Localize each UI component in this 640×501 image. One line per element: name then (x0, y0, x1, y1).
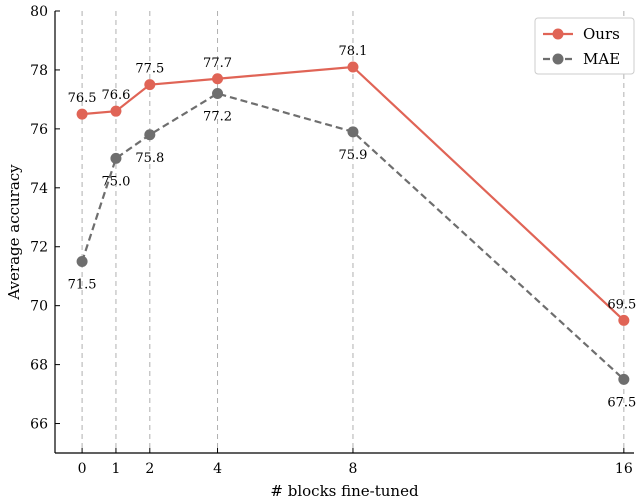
data-label-ours-2: 77.5 (135, 62, 164, 77)
x-axis-title: # blocks fine-tuned (270, 482, 419, 500)
point-ours-2 (144, 79, 156, 91)
data-label-mae-16: 67.5 (607, 395, 636, 410)
legend: Ours MAE (534, 17, 635, 75)
axes (54, 11, 634, 454)
point-ours-1 (110, 105, 122, 117)
data-label-ours-4: 77.7 (203, 56, 232, 71)
data-labels: 76.5 76.6 77.5 77.7 78.1 69.5 71.5 75.0 75.8 77.2… (68, 44, 637, 410)
y-tick-label-80: 80 (30, 4, 48, 20)
series (76, 61, 630, 385)
data-label-mae-4: 77.2 (203, 110, 232, 125)
y-tick-label-66: 66 (30, 417, 48, 433)
y-tick-label-68: 68 (30, 358, 48, 374)
point-mae-2 (144, 129, 156, 141)
data-label-ours-8: 78.1 (338, 44, 367, 59)
y-tick-label-72: 72 (30, 240, 48, 256)
y-tick-label-74: 74 (30, 181, 48, 197)
point-ours-8 (347, 61, 359, 73)
data-label-mae-0: 71.5 (68, 277, 97, 292)
legend-label-ours: Ours (583, 25, 620, 43)
x-tick-label-8: 8 (349, 461, 358, 477)
x-tick-label-0: 0 (78, 461, 87, 477)
series-line-mae (81, 92, 625, 381)
ticks: 66 68 70 72 74 76 78 80 0 1 2 4 8 16 (30, 4, 633, 477)
data-label-ours-0: 76.5 (68, 91, 97, 106)
point-ours-16 (618, 314, 630, 326)
point-mae-1 (110, 152, 122, 164)
legend-marker-mae (552, 53, 564, 65)
y-tick-label-76: 76 (30, 122, 48, 138)
point-mae-8 (347, 126, 359, 138)
y-tick-label-70: 70 (30, 299, 48, 315)
data-label-ours-16: 69.5 (607, 297, 636, 312)
point-ours-0 (76, 108, 88, 120)
point-mae-4 (212, 88, 224, 100)
data-label-mae-8: 75.9 (338, 148, 367, 163)
y-tick-label-78: 78 (30, 63, 48, 79)
legend-label-mae: MAE (583, 50, 620, 68)
x-tick-label-4: 4 (213, 461, 222, 477)
legend-marker-ours (552, 28, 564, 40)
x-tick-label-1: 1 (111, 461, 120, 477)
data-label-mae-1: 75.0 (101, 174, 130, 189)
point-ours-4 (212, 73, 224, 85)
point-mae-16 (618, 373, 630, 385)
data-label-ours-1: 76.6 (101, 88, 130, 103)
series-line-ours (81, 65, 625, 322)
x-tick-label-2: 2 (145, 461, 154, 477)
gridlines (81, 11, 625, 453)
data-label-mae-2: 75.8 (135, 151, 164, 166)
y-axis-title: Average accuracy (5, 164, 23, 301)
x-tick-label-16: 16 (615, 461, 633, 477)
point-mae-0 (76, 255, 88, 267)
